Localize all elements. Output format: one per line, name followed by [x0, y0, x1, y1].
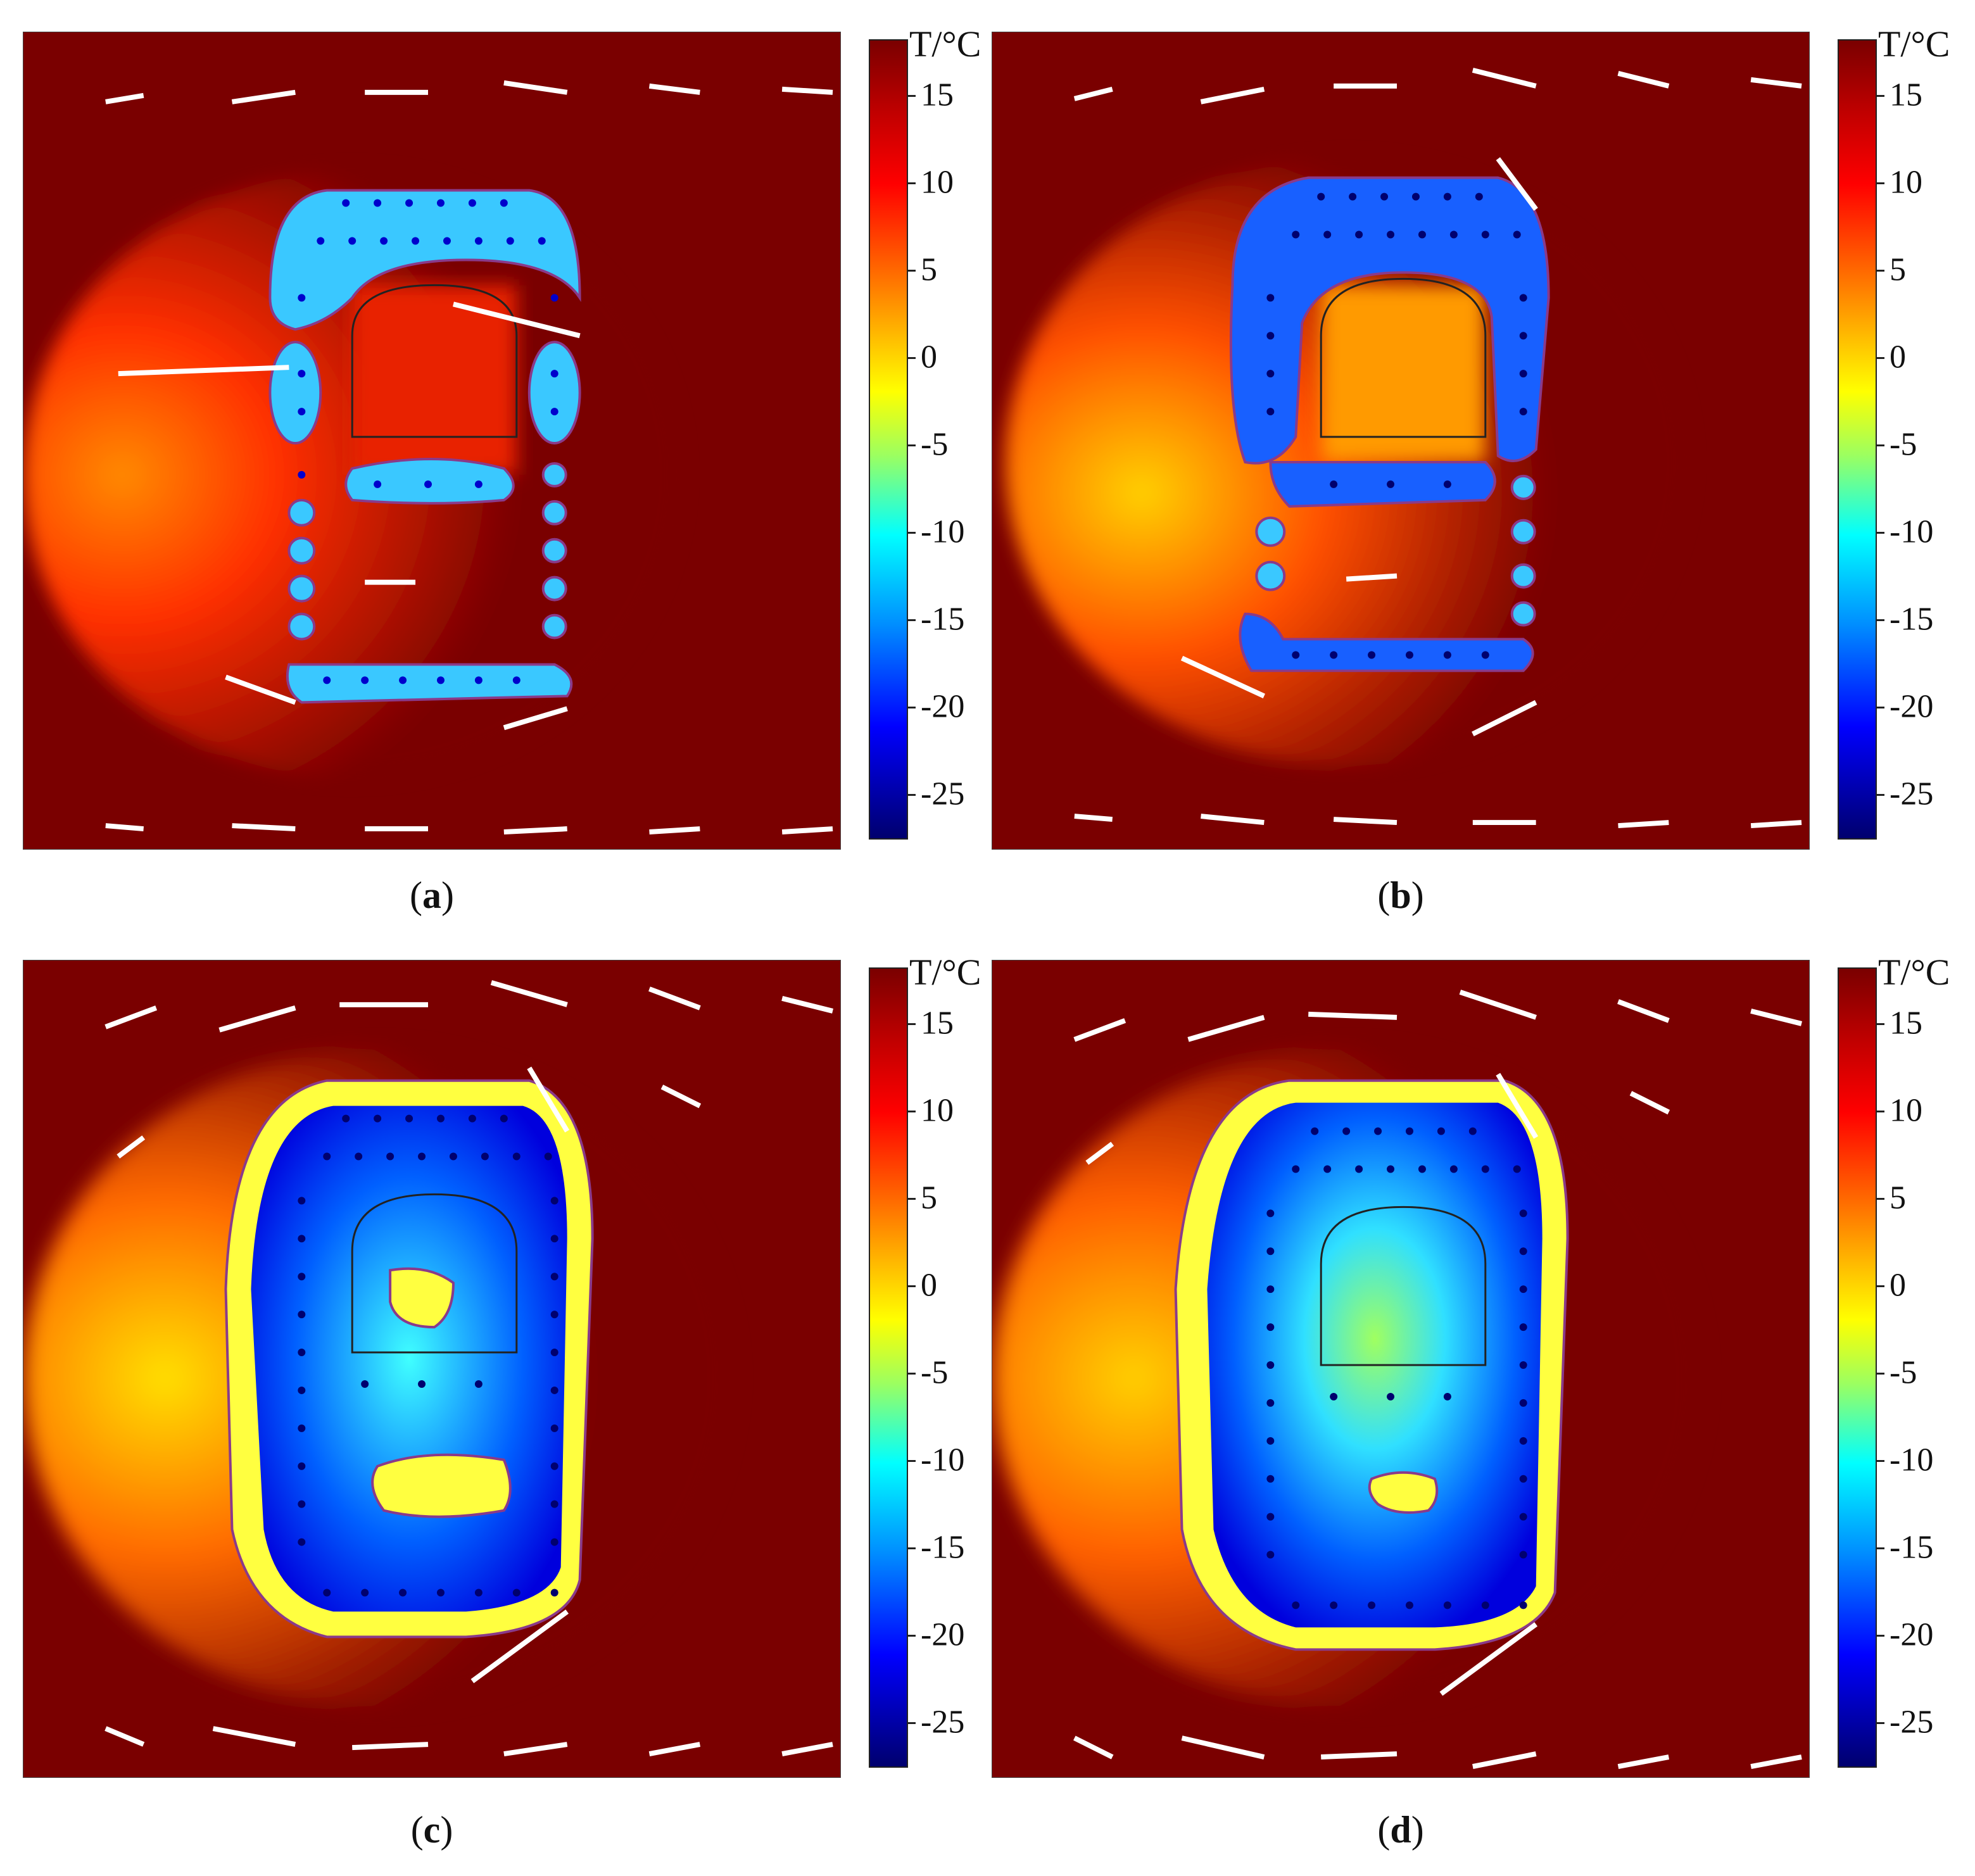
- tick-label: -25: [921, 1704, 965, 1741]
- tick-label: -25: [921, 776, 965, 812]
- tick-label: 15: [921, 1005, 954, 1042]
- panel-b: T/°C 15 10 5 0 -5 -10 -15 -20 -25 (b): [992, 23, 1975, 916]
- tick: [1877, 1547, 1884, 1549]
- colorbar-a: [869, 39, 908, 840]
- tick: [1877, 1111, 1884, 1112]
- tick-label: -10: [921, 1442, 965, 1478]
- colorbar-d: [1838, 967, 1877, 1768]
- tick: [1877, 357, 1884, 359]
- tick-label: -25: [1890, 776, 1934, 812]
- tick: [908, 1111, 916, 1112]
- tick: [1877, 1198, 1884, 1200]
- tick-label: -15: [1890, 1529, 1934, 1566]
- tick: [908, 1373, 916, 1375]
- tick: [1877, 1635, 1884, 1637]
- tick-label: 15: [1890, 77, 1922, 113]
- tick: [908, 1460, 916, 1462]
- temperature-field-a: [23, 32, 841, 850]
- panel-a: T/°C 15 10 5 0 -5 -10 -15 -20 -25 (a): [23, 23, 1011, 916]
- colorbar-title: T/°C: [909, 952, 981, 993]
- tick-label: 15: [1890, 1005, 1922, 1042]
- panel-d: T/°C 15 10 5 0 -5 -10 -15 -20 -25 (d): [992, 952, 1975, 1859]
- tick: [908, 1722, 916, 1724]
- tick: [1877, 95, 1884, 97]
- tick-label: 10: [1890, 164, 1922, 201]
- tick: [908, 1547, 916, 1549]
- tick-label: -10: [1890, 1442, 1934, 1478]
- tick: [908, 1198, 916, 1200]
- panel-caption-c: (c): [410, 1809, 453, 1851]
- tick-label: 5: [1890, 1180, 1906, 1216]
- tick-label: -5: [921, 426, 949, 463]
- tick: [1877, 444, 1884, 446]
- tick-label: 15: [921, 77, 954, 113]
- tick-label: -25: [1890, 1704, 1934, 1741]
- tick-label: 5: [921, 1180, 937, 1216]
- tick: [908, 1023, 916, 1025]
- colorbar-title: T/°C: [1878, 23, 1950, 65]
- tick: [908, 1635, 916, 1637]
- tick-label: -5: [1890, 426, 1917, 463]
- tick: [1877, 707, 1884, 708]
- tick-label: -5: [1890, 1354, 1917, 1391]
- colorbar-c: [869, 967, 908, 1768]
- tick-label: -20: [1890, 1616, 1934, 1653]
- tick: [1877, 270, 1884, 272]
- tick-label: 0: [1890, 339, 1906, 375]
- tick: [908, 270, 916, 272]
- tick: [1877, 1722, 1884, 1724]
- tick-label: -10: [921, 513, 965, 550]
- tick-label: -10: [1890, 513, 1934, 550]
- panel-caption-b: (b): [1377, 874, 1424, 916]
- tick-label: 10: [921, 164, 954, 201]
- temperature-field-c: [23, 960, 841, 1778]
- tick-label: 0: [1890, 1267, 1906, 1304]
- tick: [1877, 794, 1884, 796]
- panel-c: T/°C 15 10 5 0 -5 -10 -15 -20 -25 (c): [23, 952, 1011, 1859]
- tick: [908, 532, 916, 534]
- tick: [908, 95, 916, 97]
- tick: [908, 357, 916, 359]
- tick-label: 0: [921, 1267, 937, 1304]
- tick-label: -5: [921, 1354, 949, 1391]
- temperature-field-d: [992, 960, 1810, 1778]
- temperature-field-b: [992, 32, 1810, 850]
- tick-label: 0: [921, 339, 937, 375]
- tick-label: -20: [921, 688, 965, 725]
- tick: [908, 444, 916, 446]
- tick-label: 10: [921, 1092, 954, 1129]
- tick-label: -20: [1890, 688, 1934, 725]
- tick: [1877, 1285, 1884, 1287]
- tick: [908, 1285, 916, 1287]
- colorbar-title: T/°C: [909, 23, 981, 65]
- tick: [908, 707, 916, 708]
- panel-caption-a: (a): [410, 874, 454, 916]
- tick: [1877, 619, 1884, 621]
- colorbar-b: [1838, 39, 1877, 840]
- tick-label: -15: [1890, 601, 1934, 638]
- tick-label: 10: [1890, 1092, 1922, 1129]
- tick: [908, 182, 916, 184]
- tick-label: -15: [921, 1529, 965, 1566]
- tick-label: 5: [1890, 251, 1906, 288]
- tick: [1877, 532, 1884, 534]
- panel-caption-d: (d): [1377, 1809, 1424, 1851]
- tick-label: -15: [921, 601, 965, 638]
- tick-label: -20: [921, 1616, 965, 1653]
- tick: [1877, 1023, 1884, 1025]
- tick: [1877, 182, 1884, 184]
- colorbar-title: T/°C: [1878, 952, 1950, 993]
- tick: [908, 619, 916, 621]
- tick: [1877, 1373, 1884, 1375]
- tick: [1877, 1460, 1884, 1462]
- tick: [908, 794, 916, 796]
- tick-label: 5: [921, 251, 937, 288]
